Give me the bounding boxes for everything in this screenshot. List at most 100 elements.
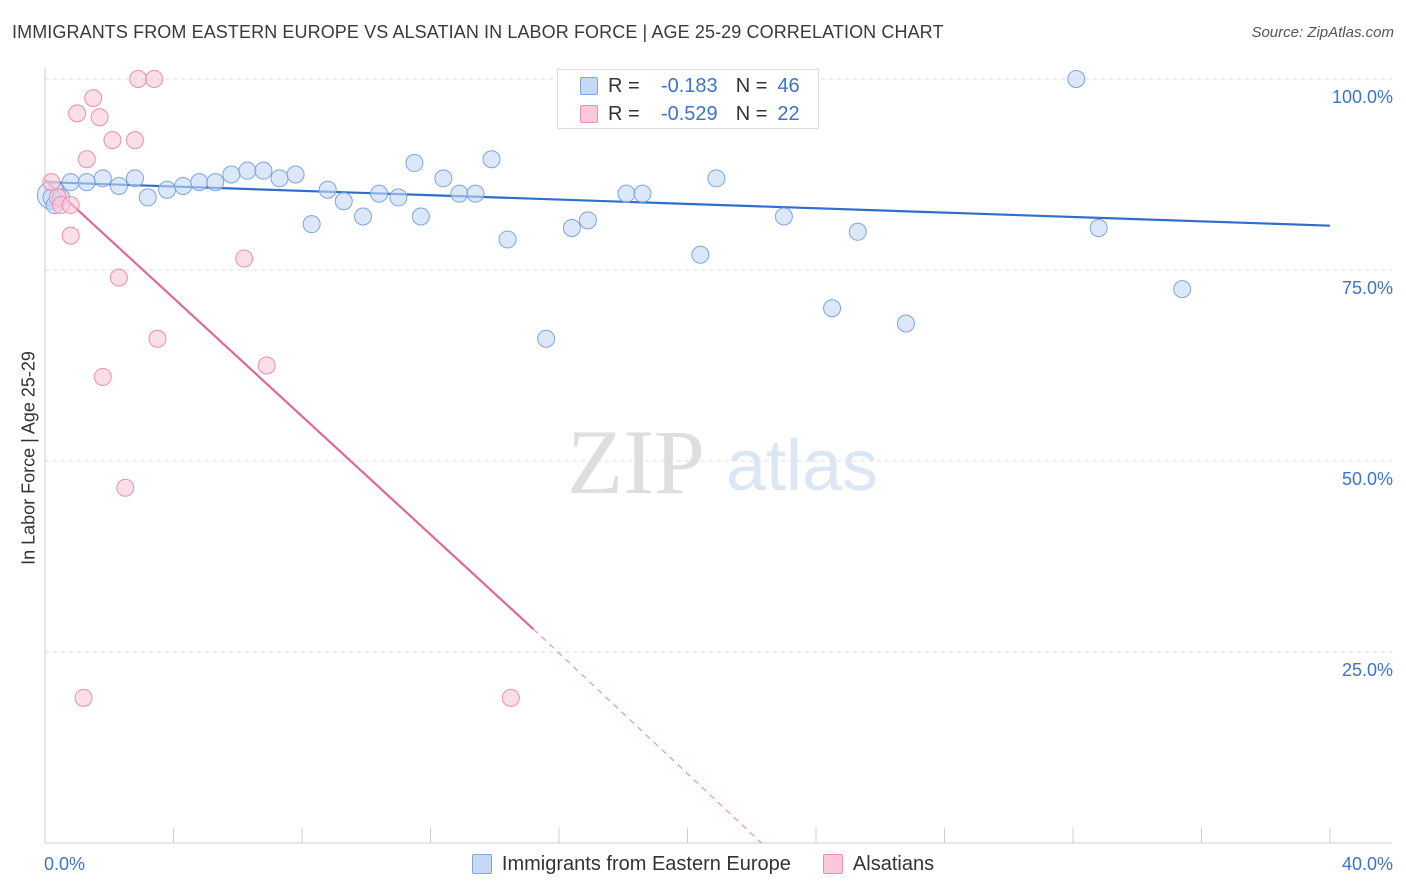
- data-point-immigrants: [125, 169, 144, 188]
- data-point-immigrants: [1173, 280, 1192, 299]
- data-point-immigrants: [774, 207, 793, 226]
- gridlines: [45, 78, 1392, 653]
- y-tick-label: 75.0%: [1342, 278, 1393, 298]
- y-tick-label: 50.0%: [1342, 469, 1393, 489]
- y-tick-label: 100.0%: [1332, 87, 1393, 107]
- data-point-immigrants: [302, 215, 321, 234]
- tick-labels: 25.0% 50.0% 75.0% 100.0% 0.0% 40.0%: [44, 87, 1393, 874]
- data-point-immigrants: [578, 211, 597, 230]
- chart-title: IMMIGRANTS FROM EASTERN EUROPE VS ALSATI…: [12, 22, 944, 42]
- blue-swatch: [471, 854, 492, 874]
- watermark-zip: ZIP: [567, 411, 705, 513]
- y-tick-label: 25.0%: [1342, 660, 1393, 680]
- data-point-alsatians: [125, 131, 144, 150]
- data-point-immigrants: [411, 207, 430, 226]
- trend-line-alsatians: [44, 179, 535, 630]
- data-point-immigrants: [318, 180, 337, 199]
- r-label: R =: [608, 102, 640, 125]
- data-point-immigrants: [691, 245, 710, 264]
- data-point-alsatians: [109, 268, 128, 287]
- data-point-immigrants: [633, 184, 652, 203]
- data-point-alsatians: [68, 104, 87, 123]
- data-point-immigrants: [77, 173, 96, 192]
- r-value: -0.529: [660, 102, 718, 125]
- blue-swatch: [580, 77, 598, 95]
- data-point-immigrants: [354, 207, 373, 226]
- data-point-alsatians: [257, 356, 276, 375]
- data-point-alsatians: [74, 688, 93, 707]
- data-point-immigrants: [466, 184, 485, 203]
- series-legend: Immigrants from Eastern Europe Alsatians: [0, 851, 1406, 877]
- data-point-immigrants: [254, 161, 273, 180]
- data-point-alsatians: [77, 150, 96, 169]
- data-point-alsatians: [93, 367, 112, 386]
- pink-swatch: [822, 854, 843, 874]
- data-point-alsatians: [116, 478, 135, 497]
- stats-legend: R = -0.183 N = 46 R = -0.529 N = 22: [557, 69, 819, 129]
- legend-item-alsatians[interactable]: Alsatians: [822, 852, 935, 876]
- data-point-alsatians: [61, 226, 80, 245]
- data-point-immigrants: [286, 165, 305, 184]
- data-points: [36, 70, 1192, 707]
- data-point-immigrants: [1089, 218, 1108, 237]
- data-point-immigrants: [405, 154, 424, 173]
- data-point-immigrants: [174, 176, 193, 195]
- pink-swatch: [580, 105, 598, 123]
- data-point-alsatians: [42, 173, 61, 192]
- data-point-immigrants: [206, 173, 225, 192]
- data-point-immigrants: [896, 314, 915, 333]
- data-point-immigrants: [450, 184, 469, 203]
- r-label: R =: [608, 74, 640, 97]
- n-value: 22: [777, 102, 800, 125]
- data-point-immigrants: [434, 169, 453, 188]
- data-point-immigrants: [562, 218, 581, 237]
- data-point-immigrants: [93, 169, 112, 188]
- watermark-atlas: atlas: [726, 426, 878, 506]
- data-point-immigrants: [222, 165, 241, 184]
- r-value: -0.183: [660, 74, 718, 97]
- data-point-alsatians: [90, 108, 109, 127]
- data-point-immigrants: [158, 180, 177, 199]
- data-point-alsatians: [235, 249, 254, 268]
- data-point-alsatians: [129, 70, 148, 88]
- legend-row-blue: R = -0.183 N = 46: [580, 74, 800, 98]
- data-point-immigrants: [270, 169, 289, 188]
- legend-row-pink: R = -0.529 N = 22: [580, 102, 800, 126]
- data-point-alsatians: [501, 688, 520, 707]
- data-point-immigrants: [823, 299, 842, 318]
- axes: [44, 68, 1392, 844]
- legend-label: Alsatians: [852, 852, 935, 875]
- trend-extension-alsatians: [532, 628, 762, 844]
- data-point-immigrants: [498, 230, 517, 249]
- n-value: 46: [777, 74, 800, 97]
- chart-source: Source: ZipAtlas.com: [1251, 24, 1394, 41]
- data-point-immigrants: [617, 184, 636, 203]
- legend-item-immigrants[interactable]: Immigrants from Eastern Europe: [471, 852, 791, 876]
- data-point-alsatians: [84, 89, 103, 108]
- data-point-alsatians: [145, 70, 164, 88]
- data-point-immigrants: [848, 222, 867, 241]
- data-point-immigrants: [109, 176, 128, 195]
- data-point-immigrants: [537, 329, 556, 348]
- data-point-immigrants: [138, 188, 157, 207]
- data-point-alsatians: [148, 329, 167, 348]
- x-tick-label: 40.0%: [1342, 854, 1393, 874]
- data-point-immigrants: [482, 150, 501, 169]
- data-point-alsatians: [61, 196, 80, 215]
- n-label: N =: [735, 74, 768, 97]
- trend-lines: [44, 179, 1331, 844]
- data-point-immigrants: [334, 192, 353, 211]
- data-point-immigrants: [707, 169, 726, 188]
- data-point-immigrants: [389, 188, 408, 207]
- data-point-alsatians: [103, 131, 122, 150]
- data-point-immigrants: [370, 184, 389, 203]
- data-point-immigrants: [238, 161, 257, 180]
- legend-label: Immigrants from Eastern Europe: [501, 852, 791, 875]
- data-point-immigrants: [1067, 70, 1086, 88]
- data-point-immigrants: [61, 173, 80, 192]
- data-point-immigrants: [190, 173, 209, 192]
- n-label: N =: [735, 102, 768, 125]
- x-tick-label: 0.0%: [44, 854, 85, 874]
- trend-line-immigrants: [44, 181, 1331, 227]
